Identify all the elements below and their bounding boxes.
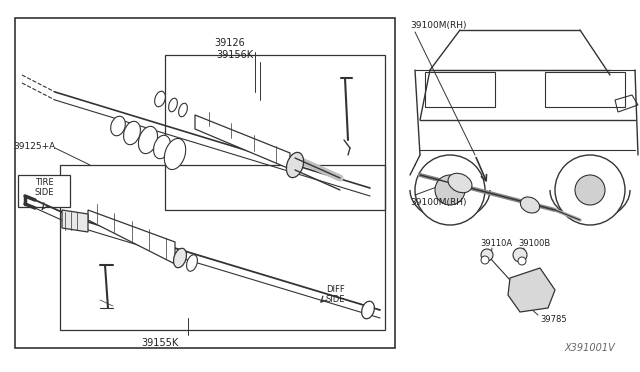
Circle shape	[555, 155, 625, 225]
Ellipse shape	[111, 116, 125, 136]
Text: 39100B: 39100B	[518, 239, 550, 248]
Bar	[60, 165, 385, 330]
Circle shape	[481, 256, 489, 264]
Ellipse shape	[187, 255, 197, 271]
Ellipse shape	[138, 126, 157, 154]
Circle shape	[435, 175, 465, 205]
Bar	[15, 18, 395, 348]
Circle shape	[575, 175, 605, 205]
Polygon shape	[88, 210, 175, 264]
Text: 39126: 39126	[214, 38, 245, 48]
Circle shape	[481, 249, 493, 261]
Text: DIFF
SIDE: DIFF SIDE	[326, 285, 346, 304]
Ellipse shape	[287, 153, 303, 177]
Bar	[425, 72, 495, 107]
Circle shape	[513, 248, 527, 262]
Text: 39100M(RH): 39100M(RH)	[410, 21, 467, 30]
Ellipse shape	[168, 98, 177, 112]
Text: 39110A: 39110A	[480, 239, 512, 248]
Bar	[165, 55, 385, 210]
Bar	[18, 175, 70, 207]
Text: 39125+A: 39125+A	[13, 141, 55, 151]
Ellipse shape	[520, 197, 540, 213]
Circle shape	[415, 155, 485, 225]
Ellipse shape	[124, 121, 140, 145]
Ellipse shape	[173, 248, 186, 268]
Ellipse shape	[164, 138, 186, 170]
Ellipse shape	[154, 135, 170, 159]
Bar	[545, 72, 625, 107]
Circle shape	[518, 257, 526, 265]
Text: 39100M(RH): 39100M(RH)	[410, 198, 467, 207]
Text: TIRE
SIDE: TIRE SIDE	[35, 178, 54, 198]
Ellipse shape	[155, 91, 165, 107]
Ellipse shape	[448, 173, 472, 193]
Text: X391001V: X391001V	[564, 343, 615, 353]
Text: 39156K: 39156K	[216, 50, 253, 60]
Polygon shape	[62, 210, 88, 232]
Text: 39155K: 39155K	[141, 338, 179, 348]
Polygon shape	[195, 115, 290, 169]
Ellipse shape	[362, 301, 374, 319]
Text: 39785: 39785	[540, 315, 566, 324]
Ellipse shape	[179, 103, 188, 117]
Polygon shape	[615, 95, 638, 112]
Polygon shape	[508, 268, 555, 312]
